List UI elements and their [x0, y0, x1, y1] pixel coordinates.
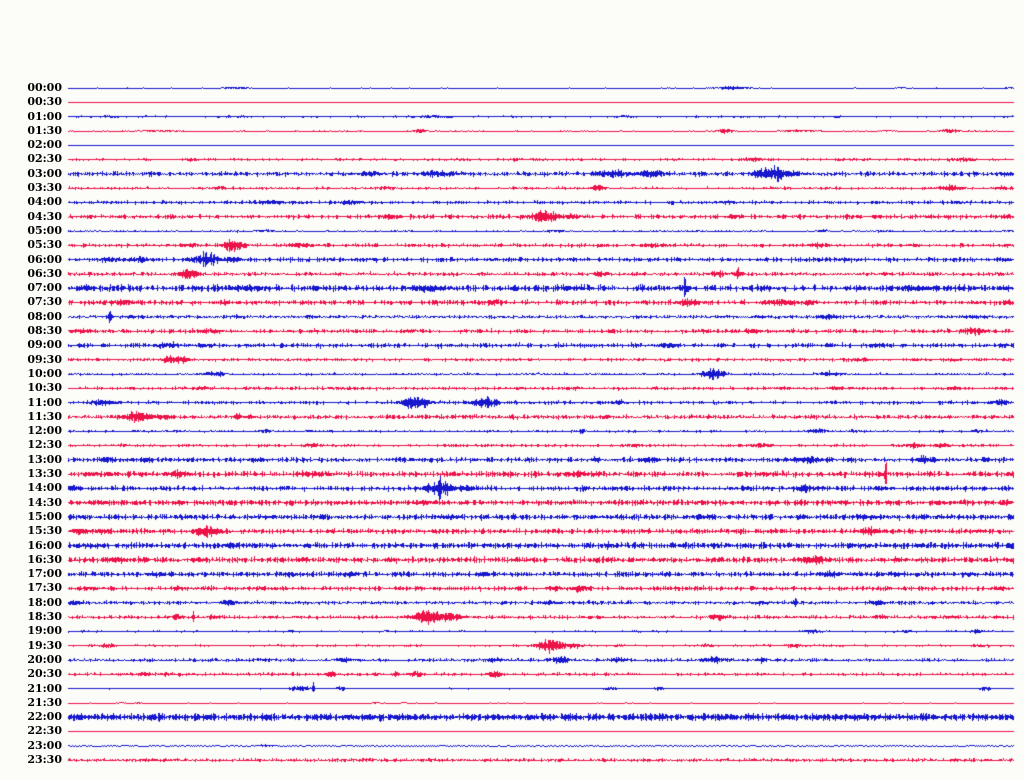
- time-label: 19:30: [27, 638, 62, 652]
- time-label: 23:30: [27, 753, 62, 766]
- time-label: 19:00: [27, 624, 62, 638]
- time-label: 01:30: [27, 123, 62, 137]
- time-label: 22:30: [27, 724, 62, 738]
- time-label: 18:00: [27, 595, 62, 609]
- time-label: 00:00: [27, 81, 62, 94]
- time-label: 15:00: [27, 509, 62, 523]
- time-label: 03:30: [27, 181, 62, 195]
- time-label: 01:00: [27, 109, 62, 123]
- time-label: 13:30: [27, 467, 62, 481]
- time-label: 07:00: [27, 281, 62, 295]
- time-label: 23:00: [27, 738, 62, 752]
- time-label: 04:00: [27, 195, 62, 209]
- time-label: 20:00: [27, 652, 62, 666]
- time-label: 10:30: [27, 381, 62, 395]
- time-label: 22:00: [27, 710, 62, 724]
- time-label: 11:30: [27, 409, 62, 423]
- time-label: 12:30: [27, 438, 62, 452]
- time-label: 16:00: [27, 538, 62, 552]
- time-label: 18:30: [27, 610, 62, 624]
- time-label: 13:00: [27, 452, 62, 466]
- time-label: 08:00: [27, 309, 62, 323]
- time-label: 14:30: [27, 495, 62, 509]
- time-label: 17:00: [27, 567, 62, 581]
- time-label: 02:30: [27, 152, 62, 166]
- time-label: 21:00: [27, 681, 62, 695]
- time-label: 02:00: [27, 138, 62, 152]
- time-label: 08:30: [27, 324, 62, 338]
- time-label: 20:30: [27, 667, 62, 681]
- time-label: 21:30: [27, 695, 62, 709]
- time-label: 17:30: [27, 581, 62, 595]
- time-label: 03:00: [27, 166, 62, 180]
- time-label: 07:30: [27, 295, 62, 309]
- time-label: 15:30: [27, 524, 62, 538]
- time-label: 09:00: [27, 338, 62, 352]
- time-label: 06:30: [27, 266, 62, 280]
- time-label: 09:30: [27, 352, 62, 366]
- time-label: 06:00: [27, 252, 62, 266]
- time-label: 12:00: [27, 424, 62, 438]
- time-label: 00:30: [27, 95, 62, 109]
- time-label: 16:30: [27, 552, 62, 566]
- time-label: 05:30: [27, 238, 62, 252]
- time-label: 05:00: [27, 223, 62, 237]
- time-label: 04:30: [27, 209, 62, 223]
- time-label: 10:00: [27, 366, 62, 380]
- time-label: 11:00: [27, 395, 62, 409]
- time-label: 14:00: [27, 481, 62, 495]
